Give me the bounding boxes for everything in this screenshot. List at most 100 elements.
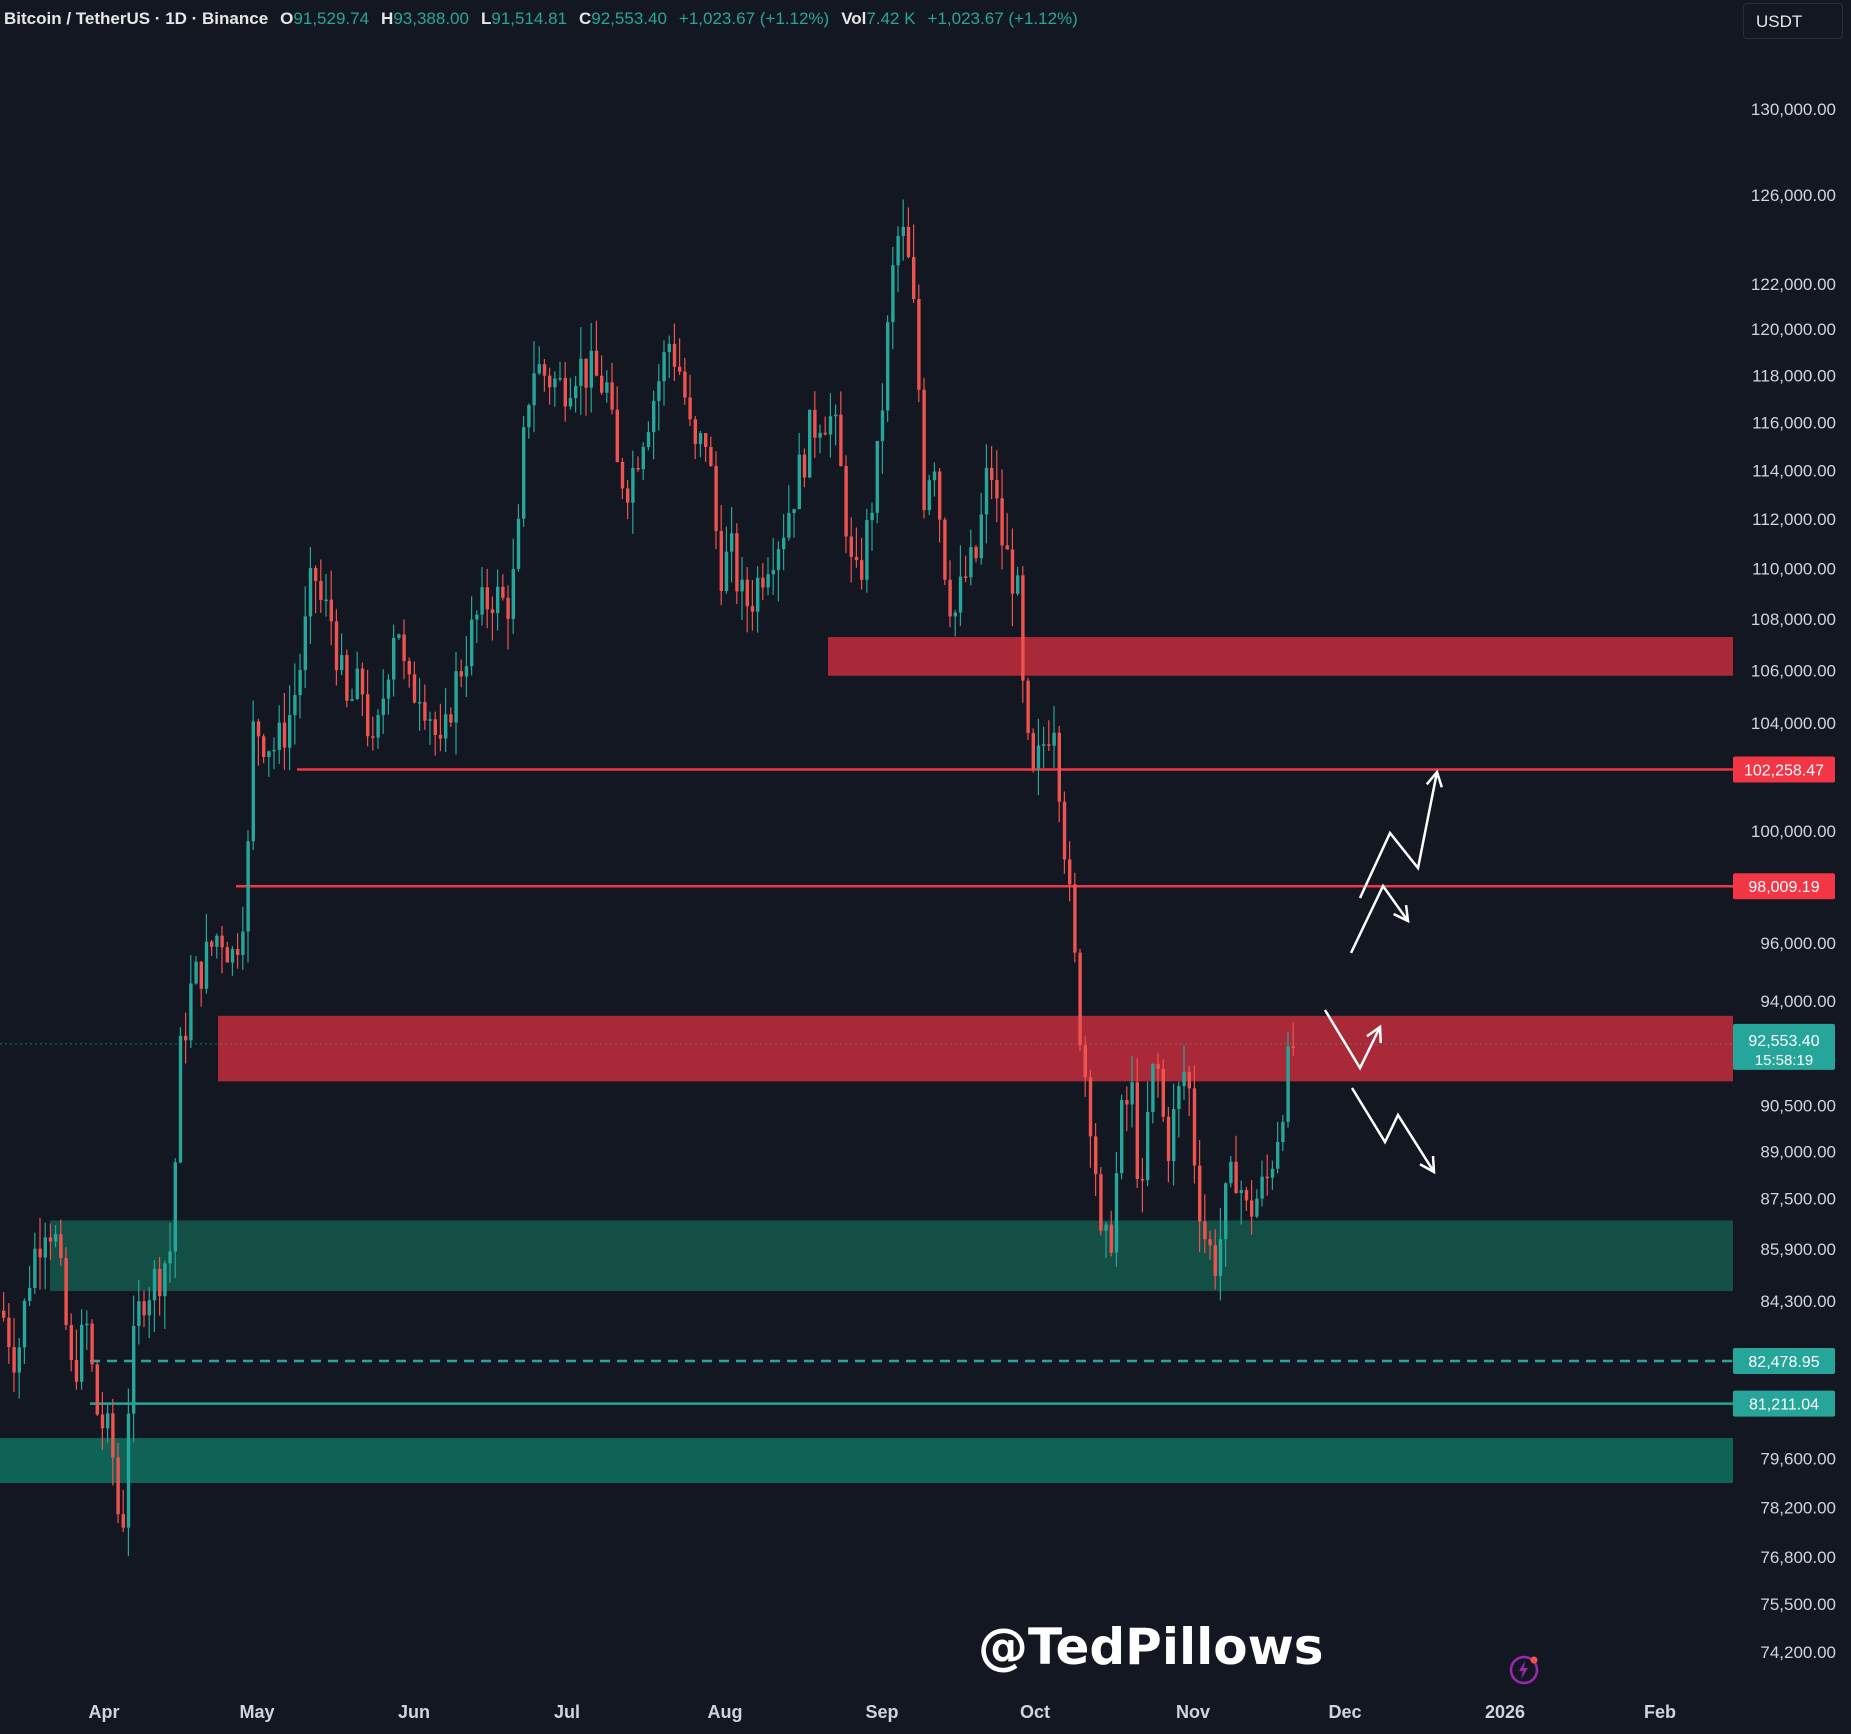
candle — [303, 586, 307, 689]
candle — [828, 393, 833, 458]
candle — [1270, 1160, 1275, 1191]
candle — [152, 1259, 157, 1333]
candle — [74, 1329, 79, 1390]
candle — [1125, 1086, 1129, 1132]
support-zone-2 — [50, 1220, 1733, 1292]
y-tick-label: 118,000.00 — [1752, 366, 1836, 385]
candle — [870, 502, 874, 551]
candle — [168, 1222, 172, 1283]
candle — [938, 468, 942, 543]
price-tag-label: 102,258.47 — [1744, 762, 1824, 779]
candle — [220, 925, 224, 974]
candle — [667, 335, 671, 379]
candle — [1250, 1180, 1254, 1235]
candle — [1255, 1189, 1259, 1219]
candle — [137, 1280, 141, 1345]
candle — [1120, 1094, 1124, 1180]
candle — [80, 1309, 84, 1390]
candle — [657, 364, 661, 431]
x-tick-label: Apr — [89, 1702, 120, 1722]
candle — [418, 678, 422, 731]
candle — [1172, 1083, 1176, 1186]
candle — [132, 1295, 136, 1443]
candle — [1083, 1036, 1087, 1097]
candle — [33, 1232, 37, 1294]
candle — [454, 651, 458, 755]
candle — [984, 444, 989, 544]
y-tick-label: 84,300.00 — [1760, 1292, 1836, 1311]
x-tick-label: Oct — [1020, 1702, 1050, 1722]
volume-change: +1,023.67 (+1.12%) — [927, 9, 1078, 28]
candle — [506, 585, 510, 650]
y-tick-label: 108,000.00 — [1751, 610, 1836, 629]
candle — [230, 946, 235, 976]
projection-arrow-bounce_path — [1323, 1009, 1382, 1071]
candle — [1213, 1229, 1217, 1290]
candle — [745, 567, 749, 633]
x-tick-label: Feb — [1644, 1702, 1676, 1722]
symbol-title[interactable]: Bitcoin / TetherUS · 1D · Binance — [4, 9, 269, 28]
candle — [678, 338, 682, 376]
candle — [246, 830, 250, 963]
candle — [724, 526, 729, 594]
author-watermark: @TedPillows — [978, 1618, 1324, 1676]
candle — [860, 537, 864, 590]
candle — [511, 538, 515, 634]
candle — [12, 1318, 16, 1393]
candle — [334, 609, 339, 686]
candle — [1021, 566, 1025, 703]
candle — [532, 341, 536, 433]
candle — [808, 409, 812, 479]
candle — [1094, 1123, 1098, 1196]
candle — [1135, 1058, 1139, 1189]
y-tick-label: 78,200.00 — [1760, 1499, 1836, 1518]
time-axis: Apr May Jun Jul Aug Sep Oct Nov Dec 2026 Feb — [89, 1702, 1677, 1722]
price-tag-label: 82,478.95 — [1748, 1354, 1819, 1371]
candle — [1057, 726, 1061, 823]
candle — [704, 433, 708, 462]
price-tag: 82,478.95 — [1733, 1347, 1835, 1374]
candle — [797, 433, 801, 510]
candle — [553, 371, 557, 407]
candle — [319, 559, 323, 613]
candle — [1166, 1106, 1171, 1183]
y-tick-label: 120,000.00 — [1751, 320, 1836, 339]
candle — [106, 1402, 110, 1443]
candle — [886, 315, 890, 422]
candle — [735, 523, 739, 605]
candle — [1229, 1155, 1233, 1188]
candle — [849, 517, 853, 583]
candle — [953, 609, 957, 637]
candle — [17, 1337, 21, 1399]
candle — [241, 906, 245, 970]
projection-arrows-layer — [1323, 769, 1443, 1175]
candle — [568, 377, 573, 410]
candle — [1187, 1065, 1191, 1117]
candle — [901, 199, 905, 261]
horizontal-lines-layer — [0, 768, 1733, 1405]
lightning-icon[interactable] — [1508, 1654, 1540, 1686]
currency-button[interactable]: USDT — [1743, 3, 1843, 39]
candle — [423, 684, 427, 730]
candle — [1276, 1121, 1280, 1174]
candle — [428, 711, 432, 745]
candle — [184, 1012, 188, 1064]
y-tick-label: 104,000.00 — [1751, 714, 1836, 733]
candle — [371, 716, 375, 751]
candle — [475, 610, 479, 644]
candle — [1203, 1194, 1207, 1254]
candle — [750, 579, 755, 631]
candle — [594, 320, 599, 377]
candle — [340, 633, 344, 676]
candle — [605, 370, 609, 403]
candle — [615, 386, 619, 463]
candle — [1244, 1186, 1249, 1212]
projection-arrow-bear_path — [1350, 1087, 1436, 1173]
candle — [236, 933, 240, 969]
candle — [844, 455, 848, 554]
candle — [1047, 720, 1051, 752]
price-tags-layer: 102,258.47 98,009.19 82,478.95 81,211.04 92,… — [1733, 756, 1835, 1417]
candle — [345, 649, 349, 708]
y-tick-label: 122,000.00 — [1751, 275, 1836, 294]
